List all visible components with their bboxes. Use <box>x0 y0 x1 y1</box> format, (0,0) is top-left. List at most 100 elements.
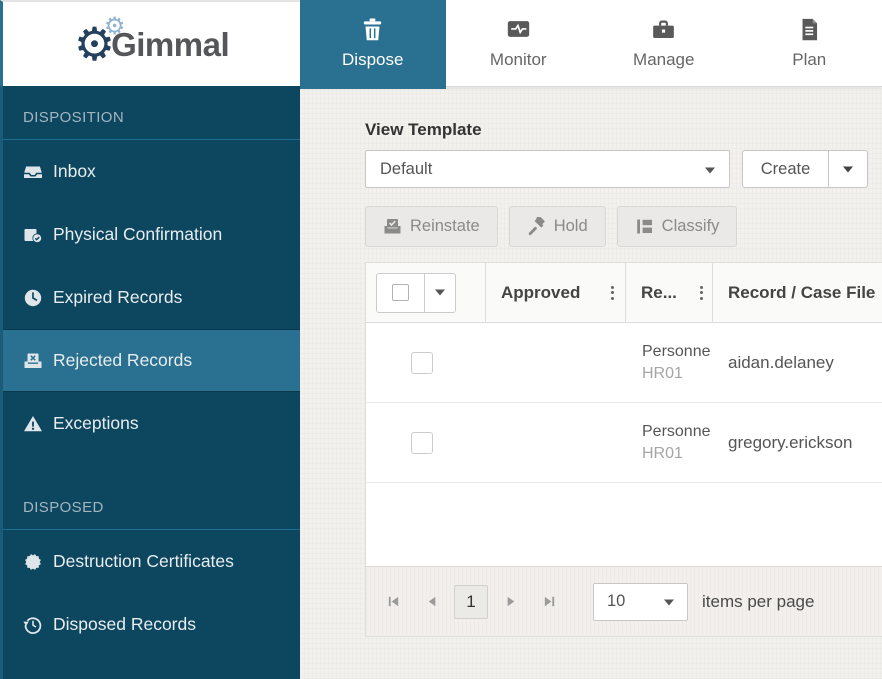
prev-icon <box>428 596 435 607</box>
sidebar-section-disposed: DISPOSED <box>23 499 104 516</box>
tab-plan[interactable]: Plan <box>737 0 882 86</box>
sidebar-item-label: Exceptions <box>53 413 139 433</box>
sidebar-item-label: Disposed Records <box>53 614 196 634</box>
top-nav: Dispose Monitor Manage <box>300 0 882 86</box>
current-page-button[interactable]: 1 <box>454 584 488 619</box>
create-dropdown-button[interactable] <box>828 150 868 188</box>
cell-record-case-file: aidan.delaney <box>728 352 834 372</box>
sidebar-item-rejected-records[interactable]: Rejected Records <box>3 329 300 392</box>
sidebar-item-label: Inbox <box>53 161 96 181</box>
tab-monitor[interactable]: Monitor <box>446 0 592 86</box>
reinstate-icon <box>384 219 401 234</box>
grid-empty-area <box>366 483 882 566</box>
rejected-box-icon <box>23 351 43 371</box>
next-icon <box>507 596 514 607</box>
sidebar-item-label: Physical Confirmation <box>53 224 223 244</box>
main-content: View Template Default Create <box>300 86 882 679</box>
sidebar-item-disposed-records[interactable]: Disposed Records <box>3 593 300 656</box>
box-check-icon <box>23 225 43 245</box>
column-header-record-case-file[interactable]: Record / Case File <box>728 282 876 302</box>
hold-button[interactable]: Hold <box>508 206 606 247</box>
kebab-icon[interactable] <box>608 282 617 304</box>
tab-dispose[interactable]: Dispose <box>300 0 446 86</box>
select-dropdown-button[interactable] <box>424 273 455 312</box>
tab-manage-label: Manage <box>633 50 695 69</box>
chevron-down-icon <box>843 166 853 172</box>
header-select-cell <box>366 263 486 322</box>
seek-last-button[interactable] <box>532 585 566 619</box>
tab-monitor-label: Monitor <box>489 50 547 69</box>
items-per-page-label: items per page <box>702 591 815 611</box>
chevron-down-icon <box>705 160 715 179</box>
trash-icon <box>364 18 382 41</box>
create-split-button: Create <box>742 150 868 188</box>
classify-button[interactable]: Classify <box>616 206 738 247</box>
select-all-split-button <box>376 272 456 313</box>
kebab-icon[interactable] <box>697 282 706 304</box>
chevron-down-icon <box>435 289 445 296</box>
prev-page-button[interactable] <box>415 585 449 619</box>
table-row[interactable]: Personne HR01 gregory.erickson <box>366 403 882 483</box>
sidebar-divider <box>3 139 300 140</box>
sidebar-item-label: Rejected Records <box>53 350 193 370</box>
sidebar-item-label: Destruction Certificates <box>53 551 234 571</box>
view-template-label: View Template <box>365 120 482 139</box>
history-icon <box>23 615 43 635</box>
seek-last-icon <box>544 596 554 607</box>
tab-dispose-label: Dispose <box>342 50 404 69</box>
row-checkbox[interactable] <box>411 431 433 454</box>
sidebar: DISPOSITION Inbox Physical Confirmat <box>0 86 300 679</box>
column-header-approved[interactable]: Approved <box>486 263 626 322</box>
gear-large-icon: ⚙ <box>73 18 116 70</box>
gear-small-icon: ⚙ <box>103 13 126 40</box>
monitor-icon <box>507 21 529 37</box>
sidebar-item-exceptions[interactable]: Exceptions <box>3 392 300 455</box>
tab-manage[interactable]: Manage <box>591 0 737 86</box>
page-size-dropdown[interactable]: 10 <box>593 582 688 621</box>
cell-approved <box>486 403 626 482</box>
view-template-dropdown[interactable]: Default <box>365 150 730 188</box>
certificate-icon <box>23 552 43 572</box>
sidebar-item-inbox[interactable]: Inbox <box>3 140 300 203</box>
create-button[interactable]: Create <box>742 150 828 188</box>
classify-icon <box>636 219 652 234</box>
gavel-icon <box>528 217 545 236</box>
cell-record-case-file: gregory.erickson <box>728 432 853 452</box>
row-checkbox[interactable] <box>411 351 433 374</box>
document-icon <box>802 18 817 41</box>
brand-name: Gimmal <box>111 26 230 63</box>
cell-record-series: Personne HR01 <box>642 422 711 462</box>
cell-record-series: Personne HR01 <box>642 342 711 382</box>
hold-label: Hold <box>553 217 588 235</box>
sidebar-divider <box>3 529 300 530</box>
select-all-checkbox[interactable] <box>377 274 424 312</box>
next-page-button[interactable] <box>493 585 527 619</box>
reinstate-button[interactable]: Reinstate <box>365 206 498 247</box>
view-template-value: Default <box>380 159 433 178</box>
sidebar-item-expired-records[interactable]: Expired Records <box>3 266 300 329</box>
sidebar-section-disposition: DISPOSITION <box>23 109 125 126</box>
tab-plan-label: Plan <box>792 50 827 69</box>
column-header-record-series[interactable]: Re... <box>626 263 713 322</box>
seek-first-button[interactable] <box>376 585 410 619</box>
sidebar-item-label: Expired Records <box>53 287 183 307</box>
seek-first-icon <box>388 596 398 607</box>
grid-header: Approved Re... Record / Case File <box>366 263 882 323</box>
classify-label: Classify <box>661 217 720 235</box>
pager: 1 10 items <box>366 566 882 636</box>
sidebar-item-physical-confirmation[interactable]: Physical Confirmation <box>3 203 300 266</box>
records-grid: Approved Re... Record / Case File Person… <box>365 262 882 637</box>
cell-approved <box>486 323 626 402</box>
table-row[interactable]: Personne HR01 aidan.delaney <box>366 323 882 403</box>
gimmal-logo: ⚙ ⚙ Gimmal <box>73 13 230 70</box>
reinstate-label: Reinstate <box>410 217 480 235</box>
sidebar-item-destruction-certificates[interactable]: Destruction Certificates <box>3 530 300 593</box>
logo-area: ⚙ ⚙ Gimmal <box>0 0 300 86</box>
chevron-down-icon <box>664 592 674 611</box>
inbox-icon <box>23 162 43 182</box>
page-size-value: 10 <box>607 592 626 610</box>
clock-icon <box>23 288 43 308</box>
briefcase-icon <box>653 20 675 38</box>
warning-icon <box>23 414 43 434</box>
